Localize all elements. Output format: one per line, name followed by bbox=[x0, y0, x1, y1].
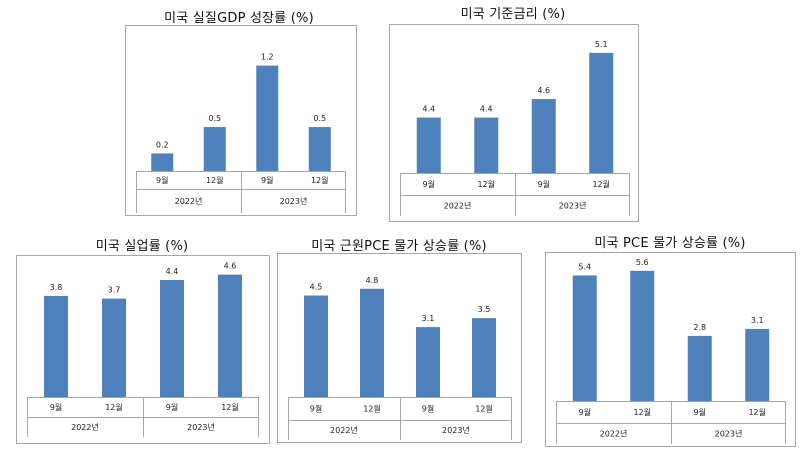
data-label: 4.4 bbox=[422, 105, 435, 114]
bar bbox=[360, 288, 384, 397]
data-label: 3.8 bbox=[50, 283, 63, 292]
group-label: 2022년 bbox=[444, 201, 472, 211]
bar bbox=[745, 328, 770, 401]
category-label: 9월 bbox=[261, 175, 273, 185]
data-label: 5.1 bbox=[595, 40, 608, 49]
data-label: 3.5 bbox=[478, 305, 491, 314]
data-label: 5.6 bbox=[636, 258, 649, 267]
category-label: 9월 bbox=[156, 175, 168, 185]
chart-title-base-rate: 미국 기준금리 (%) bbox=[460, 7, 566, 22]
data-label: 0.5 bbox=[208, 114, 221, 123]
bar bbox=[160, 279, 184, 397]
data-label: 4.5 bbox=[310, 283, 323, 292]
category-label: 12월 bbox=[221, 402, 239, 412]
data-label: 5.4 bbox=[578, 262, 591, 271]
data-label: 3.1 bbox=[751, 316, 764, 325]
bar bbox=[416, 327, 440, 397]
category-label: 12월 bbox=[748, 407, 766, 417]
bar bbox=[472, 318, 496, 397]
chart-panel-base-rate: 4.4 4.4 4.6 5.1 2022년 2023년 9월 12월 9월 12월 bbox=[389, 24, 639, 222]
category-label: 12월 bbox=[206, 175, 224, 185]
data-label: 0.2 bbox=[156, 140, 169, 149]
bar bbox=[630, 270, 655, 401]
data-label: 3.7 bbox=[108, 286, 121, 295]
chart-panel-core-pce: 4.5 4.8 3.1 3.5 2022년 2023년 9월 12월 9월 12월 bbox=[277, 253, 522, 443]
chart-svg: 5.4 5.6 2.8 3.1 2022년 2023년 9월 12월 9월 12월 bbox=[556, 258, 786, 444]
chart-title-gdp: 미국 실질GDP 성장률 (%) bbox=[164, 11, 314, 26]
bar bbox=[304, 295, 328, 397]
chart-title-unemployment: 미국 실업률 (%) bbox=[95, 239, 189, 254]
category-label: 9월 bbox=[310, 404, 322, 414]
data-label: 0.5 bbox=[313, 114, 326, 123]
data-label: 4.6 bbox=[224, 262, 237, 271]
category-label: 12월 bbox=[311, 175, 329, 185]
bar bbox=[572, 275, 597, 401]
category-label: 9월 bbox=[423, 179, 435, 189]
data-label: 4.6 bbox=[537, 86, 550, 95]
bar bbox=[256, 65, 279, 171]
bar bbox=[474, 117, 499, 173]
category-label: 9월 bbox=[422, 404, 434, 414]
chart-panel-unemployment: 3.8 3.7 4.4 4.6 2022년 2023년 9월 12월 9월 12월 bbox=[16, 255, 270, 444]
bar bbox=[44, 295, 68, 397]
group-label: 2023년 bbox=[187, 422, 215, 432]
group-label: 2022년 bbox=[71, 422, 99, 432]
data-label: 4.4 bbox=[480, 105, 493, 114]
bar bbox=[589, 52, 614, 173]
bar bbox=[102, 298, 126, 397]
category-label: 9월 bbox=[694, 407, 706, 417]
category-label: 12월 bbox=[363, 404, 381, 414]
data-label: 4.8 bbox=[366, 276, 379, 285]
group-label: 2022년 bbox=[330, 425, 358, 435]
chart-panel-pce: 5.4 5.6 2.8 3.1 2022년 2023년 9월 12월 9월 12월 bbox=[545, 252, 796, 447]
bar bbox=[416, 117, 441, 173]
chart-svg: 0.2 0.5 1.2 0.5 2022년 2023년 9월 12월 9월 12월 bbox=[136, 53, 346, 213]
bar bbox=[203, 127, 226, 171]
category-label: 12월 bbox=[477, 179, 495, 189]
group-label: 2022년 bbox=[600, 429, 628, 439]
group-label: 2022년 bbox=[175, 196, 203, 206]
category-label: 9월 bbox=[50, 402, 62, 412]
bar bbox=[308, 127, 331, 171]
data-label: 1.2 bbox=[261, 53, 274, 62]
bar bbox=[687, 335, 712, 401]
chart-svg: 4.4 4.4 4.6 5.1 2022년 2023년 9월 12월 9월 12월 bbox=[400, 40, 630, 216]
chart-panel-gdp: 0.2 0.5 1.2 0.5 2022년 2023년 9월 12월 9월 12월 bbox=[125, 25, 357, 216]
bar bbox=[151, 153, 174, 171]
data-label: 4.4 bbox=[166, 267, 179, 276]
category-label: 12월 bbox=[475, 404, 493, 414]
group-label: 2023년 bbox=[442, 425, 470, 435]
chart-title-pce: 미국 PCE 물가 상승률 (%) bbox=[594, 236, 746, 251]
group-label: 2023년 bbox=[559, 201, 587, 211]
category-label: 12월 bbox=[633, 407, 651, 417]
data-label: 2.8 bbox=[693, 323, 706, 332]
bar bbox=[531, 99, 556, 173]
category-label: 12월 bbox=[105, 402, 123, 412]
category-label: 9월 bbox=[538, 179, 550, 189]
group-label: 2023년 bbox=[715, 429, 743, 439]
data-label: 3.1 bbox=[422, 314, 435, 323]
category-label: 12월 bbox=[592, 179, 610, 189]
category-label: 9월 bbox=[166, 402, 178, 412]
category-label: 9월 bbox=[579, 407, 591, 417]
group-label: 2023년 bbox=[280, 196, 308, 206]
chart-title-core-pce: 미국 근원PCE 물가 상승률 (%) bbox=[311, 239, 487, 254]
chart-svg: 4.5 4.8 3.1 3.5 2022년 2023년 9월 12월 9월 12월 bbox=[288, 276, 512, 440]
bar bbox=[218, 274, 242, 397]
chart-svg: 3.8 3.7 4.4 4.6 2022년 2023년 9월 12월 9월 12월 bbox=[27, 262, 259, 437]
